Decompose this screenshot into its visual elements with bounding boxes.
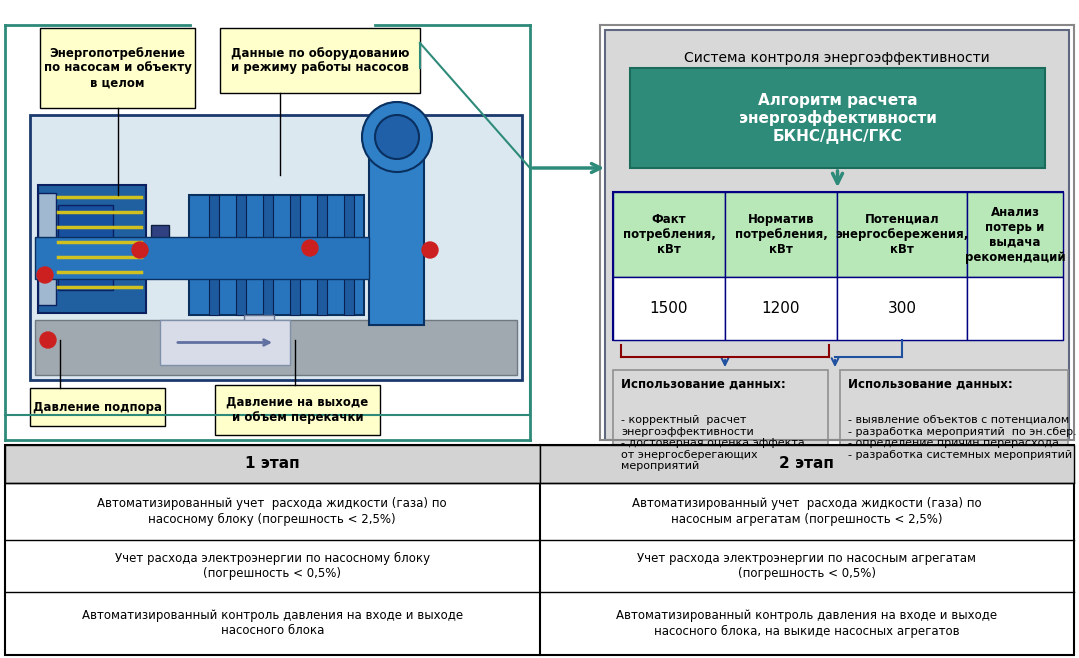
Text: Давление на выходе
и объем перекачки: Давление на выходе и объем перекачки — [227, 396, 369, 424]
Bar — [40, 28, 195, 108]
Circle shape — [132, 242, 148, 258]
Circle shape — [361, 102, 432, 172]
Bar — [369, 155, 424, 325]
Text: Использование данных:: Использование данных: — [622, 378, 786, 390]
Text: 1500: 1500 — [650, 301, 688, 316]
Bar — [967, 192, 1063, 277]
Text: Энергопотребление
по насосам и объекту
в целом: Энергопотребление по насосам и объекту в… — [43, 47, 191, 89]
Text: 300: 300 — [888, 301, 916, 316]
Bar — [344, 195, 354, 315]
Text: - корректный  расчет
энергоэффективности
- достоверная оценка эффекта
от энергос: - корректный расчет энергоэффективности … — [622, 415, 805, 471]
Circle shape — [375, 115, 419, 159]
Bar — [837, 277, 967, 340]
Text: Автоматизированный контроль давления на входе и выходе
насосного блока, на выкид: Автоматизированный контроль давления на … — [616, 609, 997, 638]
Bar — [5, 445, 540, 483]
Bar — [38, 185, 146, 313]
Circle shape — [40, 332, 56, 348]
Bar — [613, 370, 828, 540]
Text: Автоматизированный учет  расхода жидкости (газа) по
насосному блоку (погрешность: Автоматизированный учет расхода жидкости… — [97, 497, 447, 526]
Text: Автоматизированный контроль давления на входе и выходе
насосного блока: Автоматизированный контроль давления на … — [82, 609, 463, 638]
Text: Факт
потребления,
кВт: Факт потребления, кВт — [623, 213, 715, 256]
Bar — [35, 237, 369, 279]
Bar — [58, 205, 113, 290]
Bar — [630, 68, 1044, 168]
Text: Алгоритм расчета
энергоэффективности
БКНС/ДНС/ГКС: Алгоритм расчета энергоэффективности БКН… — [738, 93, 937, 143]
Bar — [30, 388, 165, 426]
Text: Давление подпора: Давление подпора — [33, 401, 162, 413]
Bar — [189, 195, 364, 315]
Text: Норматив
потребления,
кВт: Норматив потребления, кВт — [735, 213, 828, 256]
Bar — [244, 315, 274, 345]
Bar — [605, 30, 1069, 440]
Bar — [5, 445, 1074, 655]
Text: Потенциал
энергосбережения,
кВт: Потенциал энергосбережения, кВт — [835, 213, 969, 256]
Bar — [247, 343, 271, 361]
Bar — [613, 277, 725, 340]
Bar — [263, 195, 273, 315]
Text: Анализ
потерь и
выдача
рекомендаций: Анализ потерь и выдача рекомендаций — [965, 205, 1065, 263]
Bar — [30, 115, 522, 380]
Bar — [151, 225, 169, 275]
Bar — [215, 385, 380, 435]
Text: Автоматизированный учет  расхода жидкости (газа) по
насосным агрегатам (погрешно: Автоматизированный учет расхода жидкости… — [632, 497, 982, 526]
Bar — [38, 193, 56, 305]
Bar — [725, 277, 837, 340]
Bar — [209, 195, 219, 315]
Bar — [160, 320, 290, 365]
Text: Учет расхода электроэнергии по насосным агрегатам
(погрешность < 0,5%): Учет расхода электроэнергии по насосным … — [638, 552, 976, 580]
Text: 2 этап: 2 этап — [779, 457, 834, 472]
Text: Данные по оборудованию
и режиму работы насосов: Данные по оборудованию и режиму работы н… — [231, 47, 409, 74]
Bar — [35, 320, 517, 375]
Bar — [169, 238, 189, 250]
Bar — [613, 192, 725, 277]
Bar — [725, 192, 837, 277]
Bar — [540, 445, 1074, 483]
Bar — [290, 195, 300, 315]
Text: Использование данных:: Использование данных: — [848, 378, 1013, 390]
Bar — [967, 277, 1063, 340]
Bar — [317, 195, 327, 315]
Bar — [220, 28, 420, 93]
Circle shape — [37, 267, 53, 283]
Text: 1200: 1200 — [762, 301, 801, 316]
Circle shape — [422, 242, 438, 258]
Text: 1 этап: 1 этап — [245, 457, 300, 472]
Text: Учет расхода электроэнергии по насосному блоку
(погрешность < 0,5%): Учет расхода электроэнергии по насосному… — [114, 552, 429, 580]
Bar — [236, 195, 246, 315]
Text: - выявление объектов с потенциалом
- разработка мероприятий  по эн.сбер.
- опред: - выявление объектов с потенциалом - раз… — [848, 415, 1077, 460]
Bar — [169, 258, 189, 268]
Bar — [837, 192, 967, 277]
Circle shape — [302, 240, 318, 256]
Bar — [839, 370, 1068, 540]
Text: Система контроля энергоэффективности: Система контроля энергоэффективности — [684, 51, 989, 65]
Bar — [613, 192, 1063, 340]
